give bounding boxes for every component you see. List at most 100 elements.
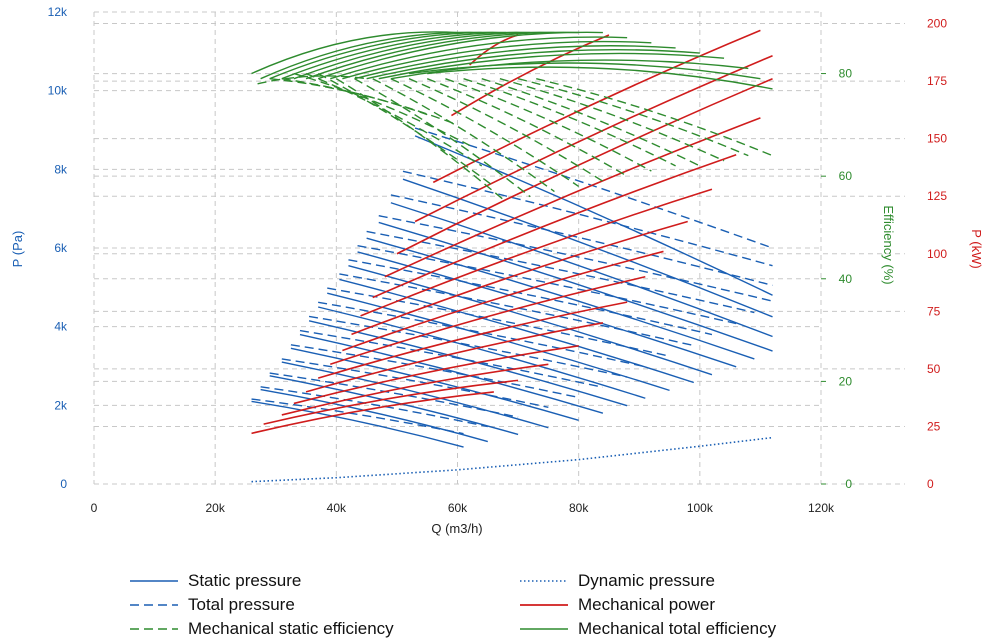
- total-pressure-curve: [378, 215, 773, 302]
- legend-dynamic-pressure: Dynamic pressure: [520, 571, 715, 591]
- mechanical-power-curve: [263, 379, 519, 425]
- mech-static-efficiency-curve: [305, 72, 483, 167]
- static-pressure-curve: [402, 178, 773, 318]
- static-pressure-curve: [390, 202, 773, 338]
- y-power-tick-label: 125: [927, 189, 947, 203]
- legend: Static pressure Dynamic pressure Total p…: [130, 571, 890, 641]
- y-left-tick-label: 10k: [48, 84, 68, 98]
- mech-static-efficiency-curve: [517, 78, 749, 157]
- static-pressure-curve: [348, 265, 713, 376]
- mech-total-efficiency-curve: [251, 31, 458, 75]
- total-pressure-curve: [357, 244, 737, 325]
- static-pressure-curve: [260, 388, 488, 443]
- total-pressure-curve: [366, 230, 755, 314]
- legend-label: Total pressure: [188, 595, 295, 614]
- mech-total-efficiency-curve: [305, 31, 579, 80]
- y-eff-tick-label: 20: [839, 374, 853, 388]
- x-tick-label: 20k: [205, 501, 225, 515]
- mech-total-efficiency-curve: [342, 40, 652, 80]
- y-left-tick-label: 12k: [48, 5, 68, 19]
- total-pressure-curve: [327, 287, 670, 357]
- mech-static-efficiency-curve: [445, 78, 652, 172]
- y-power-tick-label: 75: [927, 304, 941, 318]
- y-left-tick-label: 0: [60, 477, 67, 491]
- mech-static-efficiency-curve: [257, 75, 367, 85]
- y-left-tick-label: 4k: [54, 320, 68, 334]
- total-pressure-curve: [348, 259, 713, 336]
- x-tick-label: 60k: [448, 501, 468, 515]
- legend-total-pressure: Total pressure: [130, 595, 295, 615]
- curves: [251, 29, 773, 483]
- total-pressure-curve: [290, 344, 579, 399]
- legend-label: Mechanical static efficiency: [188, 619, 394, 638]
- mechanical-power-curve: [317, 301, 628, 379]
- mech-total-efficiency-curve: [408, 62, 761, 80]
- total-pressure-curve: [308, 315, 628, 378]
- grid-lines: [93, 11, 905, 485]
- total-pressure-curve: [318, 301, 646, 368]
- y-left-tick-label: 8k: [54, 162, 68, 176]
- mechanical-power-curve: [351, 220, 688, 336]
- legend-label: Dynamic pressure: [578, 571, 715, 590]
- mechanical-power-curve: [451, 34, 610, 117]
- total-pressure-curve: [414, 127, 773, 249]
- mech-static-efficiency-curve: [269, 77, 428, 116]
- total-pressure-curve: [390, 194, 773, 287]
- x-axis-label: Q (m3/h): [431, 521, 482, 536]
- legend-swatch-dotted-blue: [520, 580, 568, 582]
- y-power-tick-label: 175: [927, 74, 947, 88]
- mechanical-power-curve: [330, 275, 646, 366]
- mech-static-efficiency-curve: [317, 72, 495, 187]
- mech-total-efficiency-curve: [317, 31, 603, 80]
- mech-total-efficiency-curve: [378, 52, 725, 80]
- dynamic-pressure-curve: [251, 436, 773, 483]
- mech-total-efficiency-curve: [354, 45, 676, 80]
- x-tick-label: 100k: [687, 501, 714, 515]
- legend-swatch-dashed-green: [130, 628, 178, 630]
- mech-static-efficiency-curve: [354, 78, 531, 198]
- mechanical-power-curve: [360, 188, 713, 317]
- legend-mech-total-efficiency: Mechanical total efficiency: [520, 619, 776, 639]
- y-left-axis-label: P (Pa): [10, 231, 25, 268]
- static-pressure-curve: [366, 237, 755, 360]
- static-pressure-curve: [299, 333, 604, 414]
- axes: 0 20k 40k 60k 80k 100k 120k 0 2k 4k 6k 8k 10k 12k 0 20 4…: [48, 5, 948, 515]
- y-power-tick-label: 0: [927, 477, 934, 491]
- y-power-tick-label: 25: [927, 419, 941, 433]
- mechanical-power-curve: [251, 391, 494, 435]
- legend-mech-static-efficiency: Mechanical static efficiency: [130, 619, 394, 639]
- legend-swatch-dashed-blue: [130, 604, 178, 606]
- mech-static-efficiency-curve: [499, 78, 725, 162]
- total-pressure-curve: [251, 398, 464, 435]
- mechanical-power-curve: [414, 55, 773, 223]
- mech-total-efficiency-curve: [260, 31, 482, 80]
- mech-static-efficiency-curve: [536, 78, 773, 157]
- mechanical-power-curve: [384, 117, 761, 278]
- total-pressure-curve: [281, 358, 549, 408]
- legend-label: Mechanical power: [578, 595, 716, 614]
- mechanical-power-curve: [372, 153, 737, 299]
- mech-static-efficiency-curve: [281, 78, 458, 126]
- total-pressure-curve: [299, 329, 604, 388]
- total-pressure-curve: [402, 170, 773, 267]
- mech-static-efficiency-curve: [390, 78, 580, 188]
- legend-swatch-solid-green: [520, 628, 568, 630]
- x-tick-label: 40k: [327, 501, 347, 515]
- total-pressure-curve: [260, 386, 488, 428]
- mech-static-efficiency-curve: [335, 78, 507, 203]
- y-eff-tick-label: 60: [839, 169, 853, 183]
- legend-swatch-solid-blue: [130, 580, 178, 582]
- mech-total-efficiency-curve: [366, 49, 700, 80]
- y-left-tick-label: 2k: [54, 398, 68, 412]
- y-power-tick-label: 100: [927, 247, 947, 261]
- mech-static-efficiency-curve: [463, 78, 676, 167]
- static-pressure-curve: [251, 400, 464, 448]
- legend-mechanical-power: Mechanical power: [520, 595, 715, 615]
- x-tick-label: 0: [91, 501, 98, 515]
- total-pressure-curve: [269, 372, 519, 418]
- y-efficiency-axis-label: Efficiency (%): [881, 205, 896, 284]
- mechanical-power-curve: [396, 78, 773, 255]
- x-tick-label: 80k: [569, 501, 589, 515]
- mech-total-efficiency-curve: [293, 31, 555, 80]
- y-eff-tick-label: 40: [839, 272, 853, 286]
